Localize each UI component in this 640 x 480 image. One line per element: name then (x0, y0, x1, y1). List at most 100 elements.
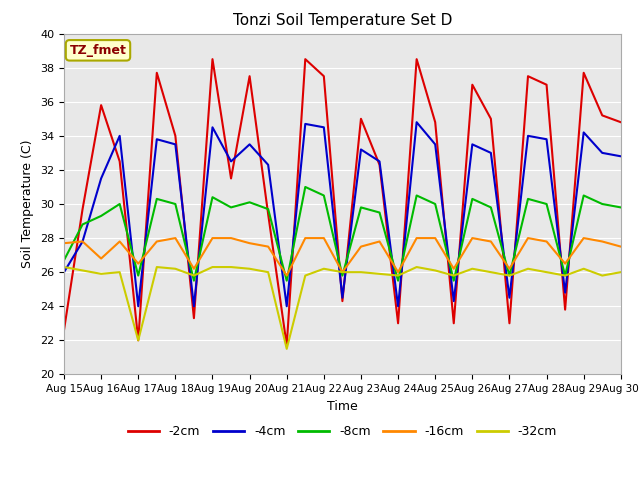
-4cm (97, 176, 105, 181)
-16cm (320, 235, 328, 241)
-16cm (172, 235, 179, 241)
-2cm (79, 206, 86, 212)
-4cm (190, 303, 198, 309)
-16cm (97, 256, 105, 262)
-32cm (450, 273, 458, 278)
-2cm (190, 315, 198, 321)
-2cm (116, 158, 124, 164)
-32cm (190, 273, 198, 278)
-4cm (227, 158, 235, 164)
-32cm (134, 337, 142, 343)
-2cm (246, 73, 253, 79)
-8cm (172, 201, 179, 207)
-8cm (617, 204, 625, 210)
Line: -8cm: -8cm (64, 187, 621, 281)
-32cm (506, 273, 513, 278)
-32cm (617, 269, 625, 275)
-32cm (172, 266, 179, 272)
-2cm (506, 321, 513, 326)
X-axis label: Time: Time (327, 400, 358, 413)
Legend: -2cm, -4cm, -8cm, -16cm, -32cm: -2cm, -4cm, -8cm, -16cm, -32cm (123, 420, 562, 443)
-32cm (264, 269, 272, 275)
-4cm (598, 150, 606, 156)
-32cm (394, 273, 402, 278)
-16cm (209, 235, 216, 241)
-2cm (376, 162, 383, 168)
-2cm (487, 116, 495, 121)
-2cm (264, 211, 272, 217)
-16cm (598, 239, 606, 244)
-4cm (60, 269, 68, 275)
-4cm (153, 136, 161, 142)
-4cm (320, 124, 328, 130)
-16cm (153, 239, 161, 244)
-8cm (320, 192, 328, 198)
-16cm (134, 261, 142, 266)
-2cm (394, 321, 402, 326)
-16cm (357, 244, 365, 250)
-32cm (116, 269, 124, 275)
-32cm (524, 266, 532, 272)
-16cm (190, 266, 198, 272)
-32cm (580, 266, 588, 272)
-4cm (134, 303, 142, 309)
-32cm (209, 264, 216, 270)
-4cm (339, 295, 346, 300)
-8cm (506, 273, 513, 278)
-8cm (190, 278, 198, 284)
-8cm (339, 273, 346, 278)
-8cm (450, 278, 458, 284)
-2cm (172, 133, 179, 139)
-4cm (580, 130, 588, 135)
-8cm (468, 196, 476, 202)
-32cm (153, 264, 161, 270)
-16cm (431, 235, 439, 241)
-4cm (617, 154, 625, 159)
-32cm (60, 264, 68, 270)
Line: -2cm: -2cm (64, 59, 621, 346)
-16cm (543, 239, 550, 244)
-8cm (209, 194, 216, 200)
-16cm (264, 244, 272, 250)
-16cm (413, 235, 420, 241)
-16cm (506, 266, 513, 272)
-32cm (227, 264, 235, 270)
-4cm (468, 142, 476, 147)
-4cm (506, 295, 513, 300)
-4cm (357, 146, 365, 152)
Text: TZ_fmet: TZ_fmet (70, 44, 127, 57)
-32cm (320, 266, 328, 272)
-2cm (598, 112, 606, 118)
-16cm (580, 235, 588, 241)
-2cm (153, 70, 161, 76)
-16cm (116, 239, 124, 244)
-4cm (413, 120, 420, 125)
-2cm (283, 343, 291, 348)
-16cm (450, 266, 458, 272)
-8cm (357, 204, 365, 210)
-2cm (468, 82, 476, 87)
-4cm (79, 239, 86, 244)
-4cm (524, 133, 532, 139)
-2cm (301, 56, 309, 62)
-16cm (617, 244, 625, 250)
-8cm (394, 278, 402, 284)
-32cm (431, 267, 439, 273)
-16cm (227, 235, 235, 241)
-2cm (580, 70, 588, 76)
-4cm (116, 133, 124, 139)
-2cm (209, 56, 216, 62)
-8cm (153, 196, 161, 202)
-2cm (413, 56, 420, 62)
-4cm (487, 150, 495, 156)
-32cm (468, 266, 476, 272)
-32cm (283, 346, 291, 352)
-4cm (394, 303, 402, 309)
-8cm (283, 278, 291, 284)
-8cm (413, 192, 420, 198)
-32cm (487, 269, 495, 275)
-2cm (134, 337, 142, 343)
-2cm (320, 73, 328, 79)
-32cm (97, 271, 105, 277)
-4cm (543, 136, 550, 142)
